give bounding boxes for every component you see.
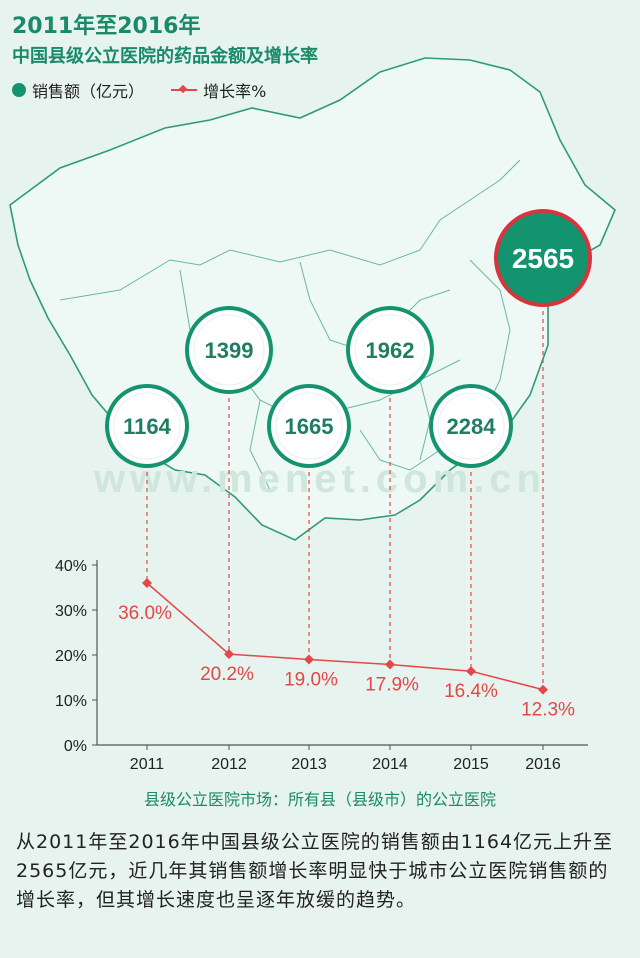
growth-point xyxy=(142,578,152,588)
growth-point xyxy=(304,654,314,665)
x-tick-label: 2011 xyxy=(130,756,165,773)
legend: 销售额（亿元） 增长率% xyxy=(12,78,288,102)
y-tick-label: 0% xyxy=(64,738,87,755)
growth-point xyxy=(466,666,476,677)
summary-text: 从2011年至2016年中国县级公立医院的销售额由1164亿元上升至2565亿元… xyxy=(16,831,614,911)
y-tick-label: 10% xyxy=(55,693,87,710)
sales-bubble-inner xyxy=(193,314,265,386)
x-tick-label: 2015 xyxy=(453,756,489,773)
sales-data-label: 1962 xyxy=(366,338,415,363)
sales-data-label: 2565 xyxy=(512,243,574,274)
x-tick-label: 2012 xyxy=(211,756,247,773)
growth-data-label: 36.0% xyxy=(118,603,172,624)
sales-bubble xyxy=(498,213,588,303)
chart-title: 2011年至2016年 xyxy=(12,14,201,39)
growth-data-label: 17.9% xyxy=(365,674,419,695)
sales-bubble-inner xyxy=(113,392,181,460)
growth-series-line xyxy=(146,582,544,691)
growth-point xyxy=(385,659,395,670)
sales-data-label: 1665 xyxy=(285,414,334,439)
growth-data-label: 16.4% xyxy=(444,681,498,702)
growth-point xyxy=(224,649,234,660)
sales-bubble-inner xyxy=(437,392,505,460)
growth-point xyxy=(538,684,548,695)
chart-caption: 县级公立医院市场：所有县（县级市）的公立医院 xyxy=(143,790,496,809)
x-tick-label: 2013 xyxy=(291,756,327,773)
y-tick-label: 30% xyxy=(55,603,87,620)
x-tick-label: 2014 xyxy=(372,756,408,773)
x-tick-label: 2016 xyxy=(525,756,561,773)
sales-bubble-inner xyxy=(354,314,426,386)
sales-data-label: 1164 xyxy=(123,414,171,439)
y-tick-label: 20% xyxy=(55,648,87,665)
legend-label-growth: 增长率% xyxy=(203,82,267,101)
legend-item-sales: 销售额（亿元） xyxy=(12,78,144,102)
growth-data-label: 20.2% xyxy=(200,664,254,685)
y-tick-label: 40% xyxy=(55,558,87,575)
sales-bubble-inner xyxy=(275,392,343,460)
legend-label-sales: 销售额（亿元） xyxy=(32,82,145,101)
growth-data-label: 12.3% xyxy=(521,700,575,721)
legend-line-icon xyxy=(171,83,198,97)
sales-data-label: 2284 xyxy=(447,414,497,439)
legend-item-growth: 增长率% xyxy=(171,78,266,102)
sales-data-label: 1399 xyxy=(205,338,254,363)
chart-subtitle: 中国县级公立医院的药品金额及增长率 xyxy=(12,46,318,67)
plot-area: 40% 30% 20% 10% 0% 2011 2012 2013 2014 2015 2016 36… xyxy=(55,209,592,773)
growth-data-label: 19.0% xyxy=(284,670,338,691)
legend-dot-icon xyxy=(12,83,26,97)
